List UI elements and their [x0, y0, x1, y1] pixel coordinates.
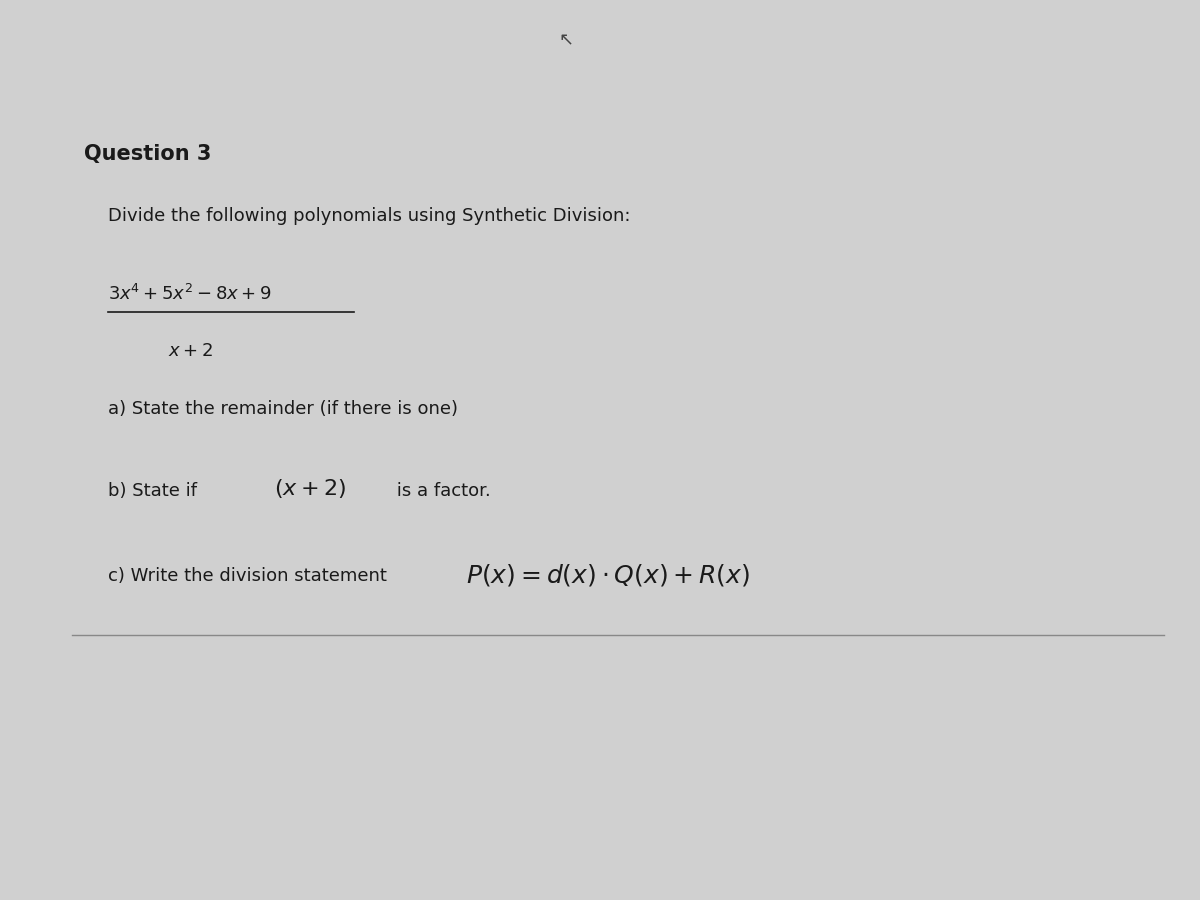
- Text: $(x + 2)$: $(x + 2)$: [274, 477, 346, 500]
- Text: $x+2$: $x+2$: [168, 342, 212, 360]
- Text: ↖: ↖: [558, 32, 574, 50]
- Text: $P(x) = d(x) \cdot Q(x) + R(x)$: $P(x) = d(x) \cdot Q(x) + R(x)$: [466, 562, 750, 589]
- Text: Question 3: Question 3: [84, 144, 211, 164]
- Text: b) State if: b) State if: [108, 482, 203, 500]
- Text: $3x^4+5x^2-8x+9$: $3x^4+5x^2-8x+9$: [108, 284, 271, 303]
- Text: c) Write the division statement: c) Write the division statement: [108, 567, 392, 585]
- Text: a) State the remainder (if there is one): a) State the remainder (if there is one): [108, 400, 458, 418]
- Text: is a factor.: is a factor.: [391, 482, 491, 500]
- Text: Divide the following polynomials using Synthetic Division:: Divide the following polynomials using S…: [108, 207, 630, 225]
